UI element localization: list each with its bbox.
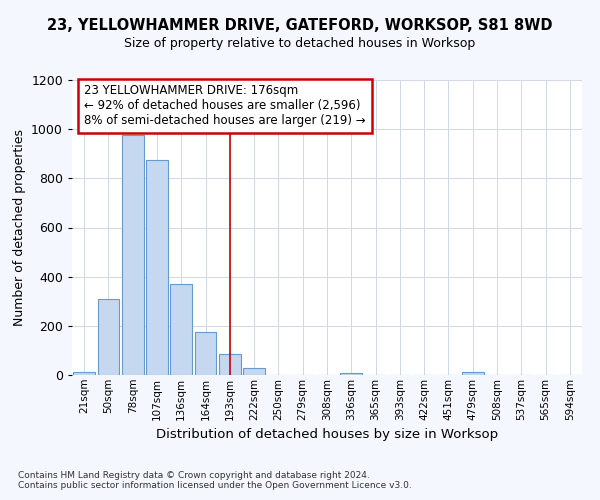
Bar bbox=[243, 368, 265, 375]
Text: Contains HM Land Registry data © Crown copyright and database right 2024.: Contains HM Land Registry data © Crown c… bbox=[18, 470, 370, 480]
Bar bbox=[97, 299, 119, 375]
Bar bbox=[462, 372, 484, 375]
X-axis label: Distribution of detached houses by size in Worksop: Distribution of detached houses by size … bbox=[156, 428, 498, 441]
Y-axis label: Number of detached properties: Number of detached properties bbox=[13, 129, 26, 326]
Bar bbox=[219, 354, 241, 375]
Bar bbox=[170, 284, 192, 375]
Bar bbox=[122, 136, 143, 375]
Text: 23, YELLOWHAMMER DRIVE, GATEFORD, WORKSOP, S81 8WD: 23, YELLOWHAMMER DRIVE, GATEFORD, WORKSO… bbox=[47, 18, 553, 32]
Text: Size of property relative to detached houses in Worksop: Size of property relative to detached ho… bbox=[124, 38, 476, 51]
Bar bbox=[73, 372, 95, 375]
Text: Contains public sector information licensed under the Open Government Licence v3: Contains public sector information licen… bbox=[18, 480, 412, 490]
Bar bbox=[146, 160, 168, 375]
Bar bbox=[194, 332, 217, 375]
Bar bbox=[340, 372, 362, 375]
Text: 23 YELLOWHAMMER DRIVE: 176sqm
← 92% of detached houses are smaller (2,596)
8% of: 23 YELLOWHAMMER DRIVE: 176sqm ← 92% of d… bbox=[84, 84, 366, 128]
